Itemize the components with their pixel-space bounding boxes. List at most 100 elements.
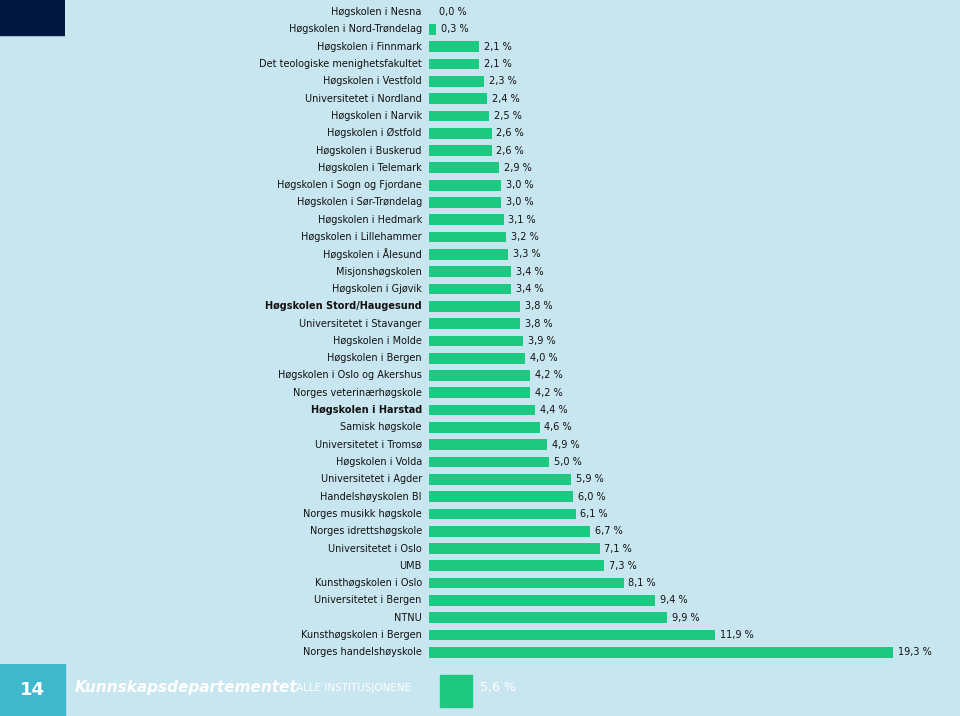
Text: 4,2 %: 4,2 % [535, 388, 563, 398]
Bar [429, 214, 504, 225]
Bar [429, 232, 506, 243]
Text: 2,9 %: 2,9 % [504, 163, 531, 173]
Text: Handelshøyskolen BI: Handelshøyskolen BI [321, 492, 421, 502]
Text: Høgskolen i Volda: Høgskolen i Volda [336, 457, 421, 467]
Text: Høgskolen i Oslo og Akershus: Høgskolen i Oslo og Akershus [278, 370, 421, 380]
Text: Høgskolen i Vestfold: Høgskolen i Vestfold [324, 77, 421, 87]
Text: Misjonshøgskolen: Misjonshøgskolen [336, 266, 421, 276]
Text: Høgskolen i Molde: Høgskolen i Molde [333, 336, 421, 346]
Text: Høgskolen i Østfold: Høgskolen i Østfold [327, 128, 421, 138]
Text: Høgskolen i Finnmark: Høgskolen i Finnmark [317, 42, 421, 52]
Bar [429, 266, 511, 277]
Text: 4,4 %: 4,4 % [540, 405, 567, 415]
Text: 11,9 %: 11,9 % [720, 630, 754, 640]
Text: 9,9 %: 9,9 % [672, 613, 699, 623]
Text: 2,3 %: 2,3 % [489, 77, 516, 87]
Text: Universitetet i Agder: Universitetet i Agder [321, 474, 421, 484]
Text: 2,6 %: 2,6 % [496, 145, 524, 155]
Bar [429, 543, 600, 554]
Text: Universitetet i Oslo: Universitetet i Oslo [328, 543, 421, 553]
Text: 4,2 %: 4,2 % [535, 370, 563, 380]
Text: Universitetet i Bergen: Universitetet i Bergen [315, 596, 421, 606]
Text: 4,6 %: 4,6 % [544, 422, 572, 432]
Text: 2,1 %: 2,1 % [484, 42, 512, 52]
Text: Høgskolen i Harstad: Høgskolen i Harstad [311, 405, 421, 415]
Bar [429, 163, 498, 173]
Text: UMB: UMB [399, 561, 421, 571]
Bar [429, 595, 655, 606]
Text: Universitetet i Tromsø: Universitetet i Tromsø [315, 440, 421, 450]
Bar [0, 664, 65, 716]
Text: Høgskolen Stord/Haugesund: Høgskolen Stord/Haugesund [265, 301, 421, 311]
Text: 6,1 %: 6,1 % [581, 509, 608, 519]
Text: Høgskolen i Gjøvik: Høgskolen i Gjøvik [332, 284, 421, 294]
Bar [429, 387, 530, 398]
Bar [429, 508, 576, 519]
Bar [429, 561, 605, 571]
Text: 3,9 %: 3,9 % [528, 336, 555, 346]
Text: 0,0 %: 0,0 % [439, 7, 467, 17]
Bar [429, 42, 479, 52]
Bar [429, 24, 436, 35]
Text: 3,4 %: 3,4 % [516, 284, 543, 294]
Bar [429, 474, 571, 485]
Bar [429, 197, 501, 208]
Bar [429, 128, 492, 139]
Text: Høgskolen i Narvik: Høgskolen i Narvik [330, 111, 421, 121]
Text: Høgskolen i Bergen: Høgskolen i Bergen [327, 353, 421, 363]
Bar [429, 612, 667, 623]
Text: 3,0 %: 3,0 % [506, 198, 534, 208]
Text: 3,2 %: 3,2 % [511, 232, 539, 242]
Text: 19,3 %: 19,3 % [898, 647, 931, 657]
Text: 3,0 %: 3,0 % [506, 180, 534, 190]
Text: Samisk høgskole: Samisk høgskole [341, 422, 421, 432]
Text: 2,6 %: 2,6 % [496, 128, 524, 138]
Text: Norges musikk høgskole: Norges musikk høgskole [303, 509, 421, 519]
Text: Høgskolen i Ålesund: Høgskolen i Ålesund [324, 248, 421, 261]
Bar [429, 629, 715, 640]
Bar [429, 353, 525, 364]
Text: 3,8 %: 3,8 % [525, 319, 553, 329]
Text: Kunnskapsdepartementet: Kunnskapsdepartementet [75, 680, 298, 695]
Text: Norges veterinærhøgskole: Norges veterinærhøgskole [293, 388, 421, 398]
Bar [429, 578, 624, 589]
Text: Høgskolen i Buskerud: Høgskolen i Buskerud [317, 145, 421, 155]
Bar [429, 457, 549, 468]
Bar [429, 336, 523, 347]
Text: Kunsthøgskolen i Bergen: Kunsthøgskolen i Bergen [300, 630, 421, 640]
Text: Det teologiske menighetsfakultet: Det teologiske menighetsfakultet [259, 59, 421, 69]
Bar [429, 284, 511, 294]
Bar [429, 440, 547, 450]
Text: 3,8 %: 3,8 % [525, 301, 553, 311]
Text: 3,4 %: 3,4 % [516, 266, 543, 276]
Text: 4,0 %: 4,0 % [530, 353, 558, 363]
Text: 5,0 %: 5,0 % [554, 457, 582, 467]
Text: 14: 14 [20, 681, 45, 700]
Text: 5,9 %: 5,9 % [576, 474, 603, 484]
Text: Høgskolen i Hedmark: Høgskolen i Hedmark [318, 215, 421, 225]
Bar [429, 180, 501, 190]
Bar [429, 318, 520, 329]
Text: Norges idrettshøgskole: Norges idrettshøgskole [309, 526, 421, 536]
Bar [429, 76, 484, 87]
Text: Høgskolen i Sør-Trøndelag: Høgskolen i Sør-Trøndelag [297, 198, 421, 208]
Text: ALLE INSTITUSJONENE: ALLE INSTITUSJONENE [296, 682, 411, 692]
Text: Høgskolen i Lillehammer: Høgskolen i Lillehammer [301, 232, 421, 242]
Bar [429, 405, 535, 415]
Text: Universitetet i Nordland: Universitetet i Nordland [305, 94, 421, 104]
Text: 8,1 %: 8,1 % [629, 578, 656, 588]
Text: 7,3 %: 7,3 % [610, 561, 637, 571]
Text: 2,4 %: 2,4 % [492, 94, 519, 104]
Text: 3,1 %: 3,1 % [509, 215, 536, 225]
Text: Universitetet i Stavanger: Universitetet i Stavanger [300, 319, 421, 329]
Bar [429, 301, 520, 311]
Text: Kunsthøgskolen i Oslo: Kunsthøgskolen i Oslo [315, 578, 421, 588]
Bar [429, 647, 893, 658]
Text: 6,7 %: 6,7 % [595, 526, 623, 536]
Text: Høgskolen i Telemark: Høgskolen i Telemark [318, 163, 421, 173]
Text: 2,1 %: 2,1 % [484, 59, 512, 69]
Text: 5,6 %: 5,6 % [480, 681, 516, 694]
Text: NTNU: NTNU [394, 613, 421, 623]
Text: Høgskolen i Sogn og Fjordane: Høgskolen i Sogn og Fjordane [277, 180, 421, 190]
Bar [429, 422, 540, 432]
